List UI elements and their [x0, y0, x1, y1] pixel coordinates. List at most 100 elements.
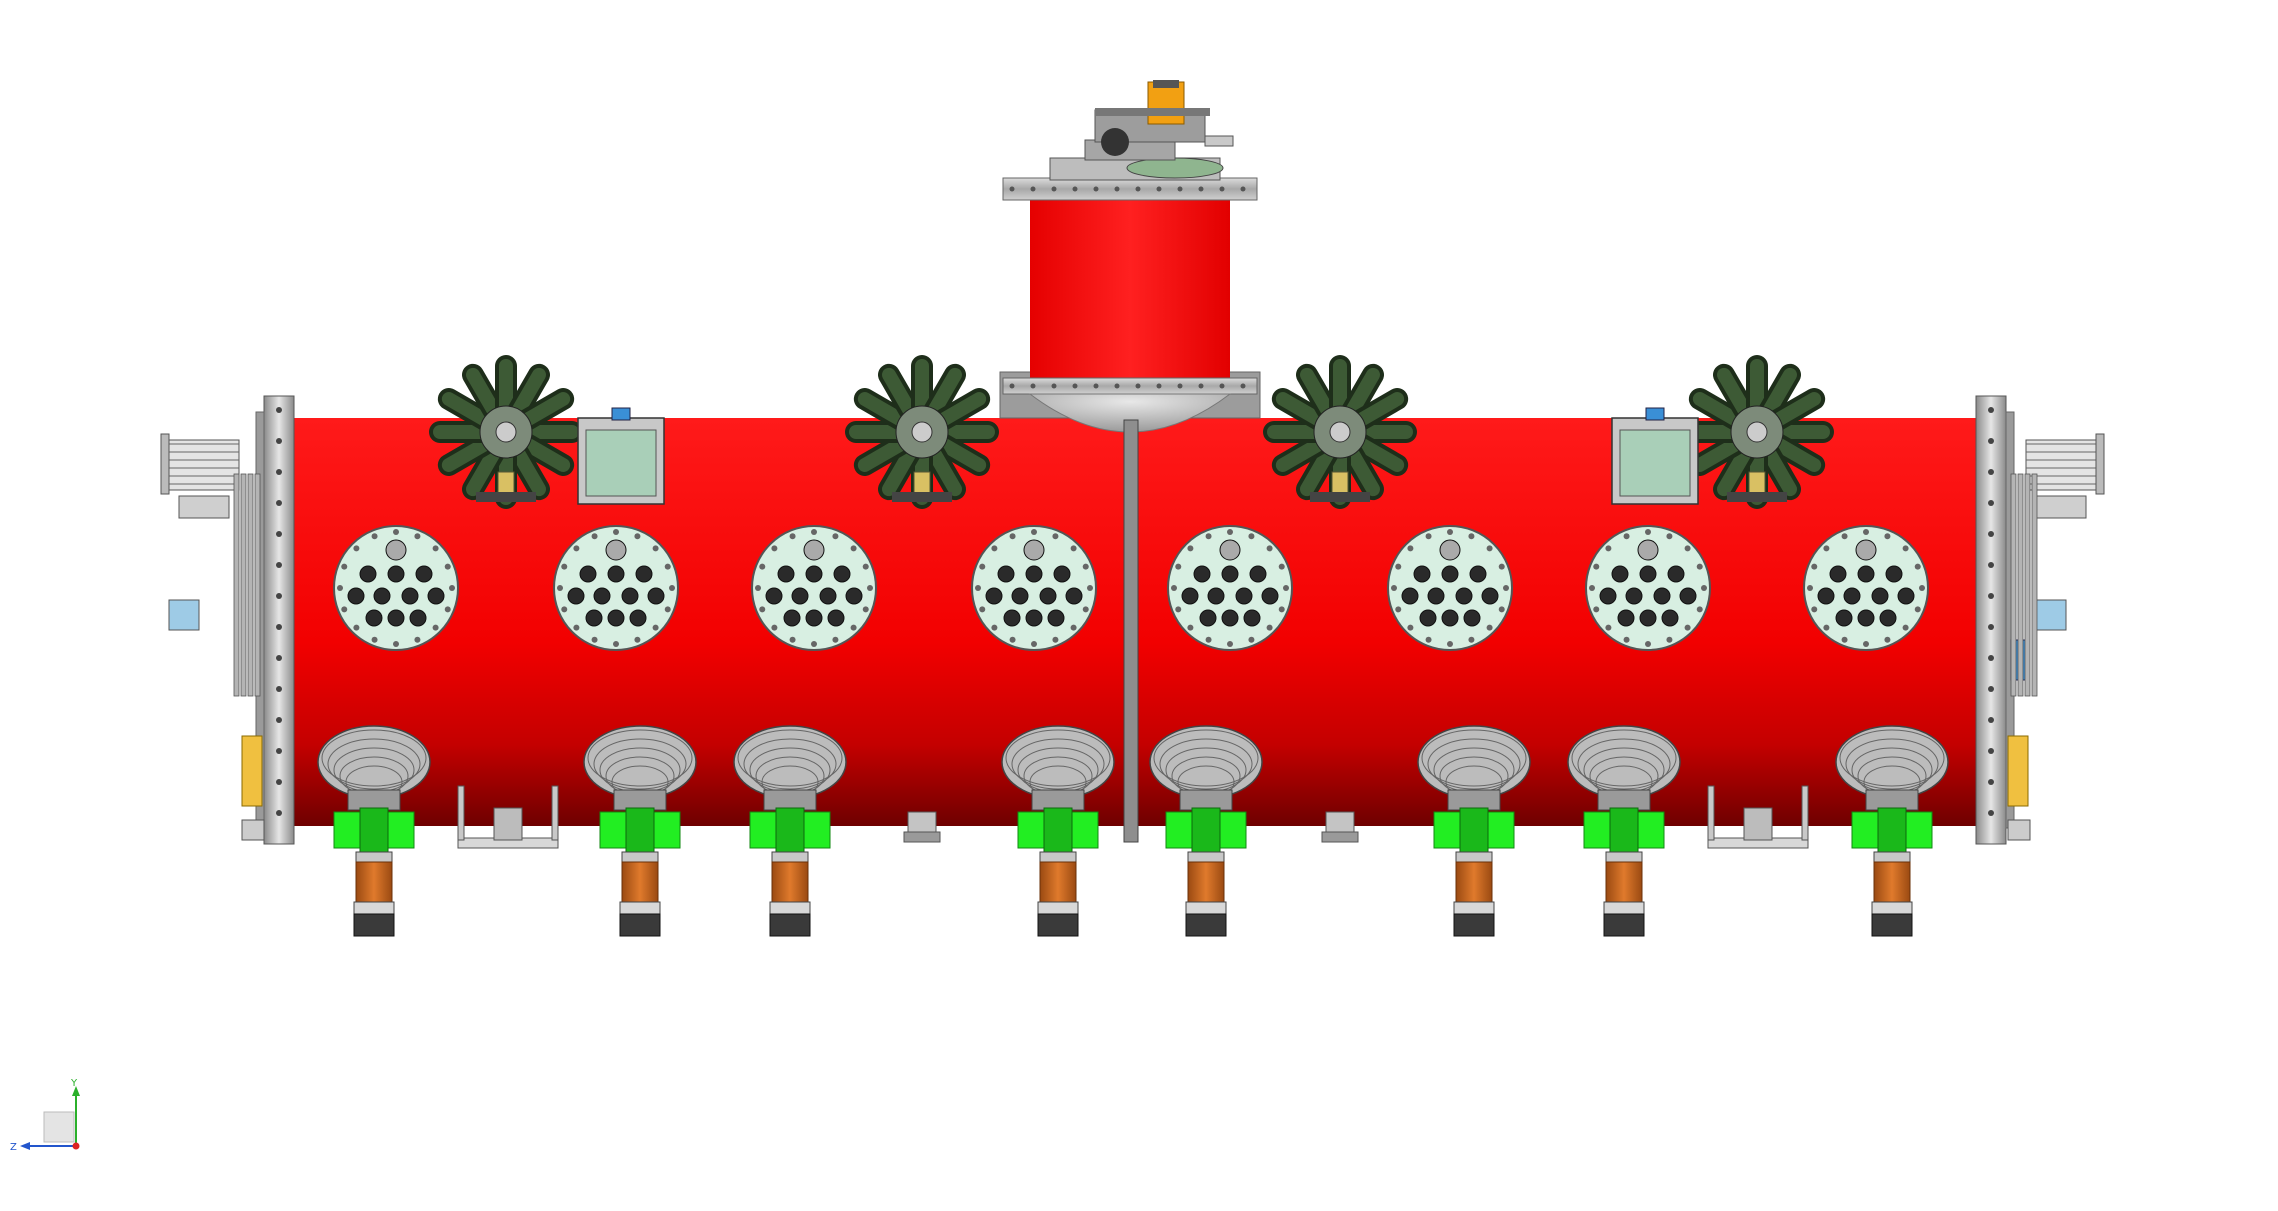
flange-disc [553, 525, 679, 651]
flange-bolt [1030, 383, 1036, 389]
flange-bolt [1447, 641, 1453, 647]
pump-neck [1447, 789, 1501, 811]
base-foot [241, 819, 265, 841]
triad-cube [43, 1111, 75, 1143]
flange-bolt [341, 606, 348, 613]
flange-bolt [1914, 563, 1921, 570]
port-flange [1321, 831, 1359, 843]
flange-bolt [832, 636, 839, 643]
flange-port [607, 609, 625, 627]
flange-bolt [652, 624, 659, 631]
flange-port [1221, 609, 1239, 627]
flange-bolt [1841, 533, 1848, 540]
flange-bolt [561, 563, 568, 570]
flange-bolt [449, 585, 455, 591]
flange-port [1249, 565, 1267, 583]
flange-port [373, 587, 391, 605]
gauge-cap [1153, 80, 1179, 88]
flange-port [1207, 587, 1225, 605]
pump-neck [1865, 789, 1919, 811]
flange-port [777, 565, 795, 583]
flange-bolt [1498, 606, 1505, 613]
flange-bolt [1498, 563, 1505, 570]
view-triad[interactable]: Y Z [10, 1078, 80, 1153]
end-flange-bolt [276, 469, 282, 475]
end-flange-bolt [1988, 686, 1994, 692]
flange-bolt [1175, 563, 1182, 570]
pump-neck [347, 789, 401, 811]
triad-origin [72, 1142, 80, 1150]
flange-port [805, 565, 823, 583]
flange-bolt [1823, 624, 1830, 631]
flange-bolt [1902, 545, 1909, 552]
flange-bolt [1283, 585, 1289, 591]
flange-bolt [1605, 545, 1612, 552]
actuator-knob [1101, 128, 1129, 156]
support-saddle [1707, 785, 1809, 849]
side-port-fitting [168, 599, 200, 631]
right-plate-stack [2031, 473, 2038, 697]
flange-bolt [1807, 585, 1813, 591]
flange-port [1025, 609, 1043, 627]
saddle-pad [1743, 807, 1773, 841]
feedthrough-flange [1585, 525, 1711, 651]
flange-bolt [1093, 383, 1099, 389]
pump-flange-cone [1417, 725, 1531, 799]
flange-disc [1167, 525, 1293, 651]
flange-bolt [1177, 383, 1183, 389]
flange-port [585, 609, 603, 627]
flange-bolt [371, 533, 378, 540]
flange-port [1243, 609, 1261, 627]
inspection-window [1611, 407, 1699, 505]
pump-flange-cone [1567, 725, 1681, 799]
chimney-cylinder [1030, 195, 1230, 380]
flange-bolt [1135, 383, 1141, 389]
feedthrough-flange [1387, 525, 1513, 651]
flange-port [765, 587, 783, 605]
flange-port [1667, 565, 1685, 583]
port-body [1325, 811, 1355, 835]
flange-bolt [1227, 529, 1233, 535]
flange-port [1427, 587, 1445, 605]
bellows [1873, 861, 1911, 903]
flange-bolt [557, 585, 563, 591]
cooling-star [429, 355, 583, 509]
end-flange-bolt [276, 655, 282, 661]
end-flange-bolt [1988, 624, 1994, 630]
feedthrough-flange [971, 525, 1097, 651]
flange-port [607, 565, 625, 583]
end-flange-bolt [276, 500, 282, 506]
flange-port [415, 565, 433, 583]
flange-bolt [1884, 636, 1891, 643]
flange-bolt [573, 624, 580, 631]
flange-bolt [353, 545, 360, 552]
window-sensor [611, 407, 631, 421]
saddle-leg [1707, 785, 1715, 841]
gate-valve-body [625, 807, 655, 853]
flange-port [819, 587, 837, 605]
bellows [1187, 861, 1225, 903]
flange-bolt [1051, 383, 1057, 389]
flange-bolt [862, 563, 869, 570]
end-flange-bolt [1988, 593, 1994, 599]
flange-port [579, 565, 597, 583]
flange-port [359, 565, 377, 583]
flange-bolt [1009, 533, 1016, 540]
flange-port [593, 587, 611, 605]
bellows [1455, 861, 1493, 903]
flange-bolt [1811, 563, 1818, 570]
bottom-port [903, 811, 941, 843]
gate-valve-body [1609, 807, 1639, 853]
flange-bolt [1082, 606, 1089, 613]
pump-flange-ring [327, 738, 421, 790]
flange-bolt [634, 636, 641, 643]
flange-port [997, 565, 1015, 583]
pump-neck [1597, 789, 1651, 811]
vessel-components-layer [160, 80, 2105, 937]
flange-port [1235, 587, 1253, 605]
bracket-clamp [2035, 495, 2087, 519]
flange-port [1829, 565, 1847, 583]
flange-bolt [1177, 186, 1183, 192]
feedthrough-flange [333, 525, 459, 651]
